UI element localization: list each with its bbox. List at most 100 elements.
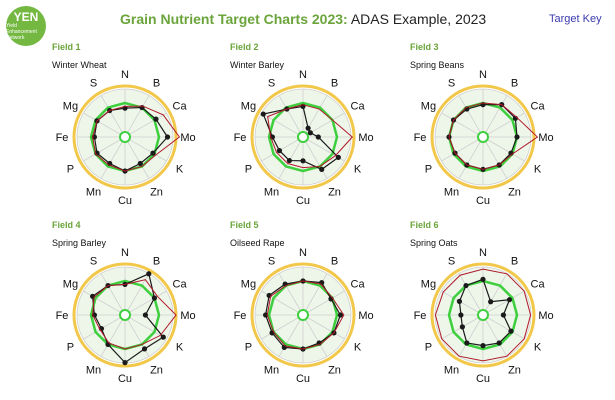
axis-spoke — [302, 273, 328, 316]
outer-ring — [72, 84, 178, 190]
axis-label: Ca — [173, 279, 188, 291]
axis-label: K — [176, 164, 184, 176]
data-point — [105, 341, 111, 348]
chart-panel: Field 1 Winter Wheat N B Ca Mo K Zn Cu Mn P Fe Mg S — [52, 42, 232, 212]
axis-label: Mo — [180, 132, 195, 144]
field-label: Field 6 — [410, 220, 439, 230]
data-point — [276, 148, 283, 154]
outer-ring — [250, 84, 356, 190]
data-point — [319, 166, 325, 172]
axis-spoke — [482, 136, 508, 179]
data-point — [141, 346, 148, 352]
axis-spoke — [261, 314, 304, 340]
axis-spoke — [482, 290, 525, 316]
axis-label: Cu — [476, 373, 490, 385]
axis-spoke — [458, 95, 484, 138]
axis-label: Cu — [118, 195, 132, 207]
chart-panel: Field 3 Spring Beans N B Ca Mo K Zn Cu Mn P Fe Mg S — [410, 42, 590, 212]
field-label: Field 5 — [230, 220, 259, 230]
center-marker — [297, 309, 309, 321]
axis-label: N — [299, 247, 307, 259]
radar-chart: N B Ca Mo K Zn Cu Mn P Fe Mg S — [56, 247, 196, 385]
crop-label: Oilseed Rape — [230, 238, 285, 248]
axis-label: Mg — [63, 279, 78, 291]
axis-label: P — [67, 164, 74, 176]
axis-label: S — [268, 255, 275, 267]
axis-spoke — [83, 136, 126, 162]
axis-spoke — [278, 314, 304, 357]
outer-ring — [430, 262, 536, 368]
comparison-series-line — [448, 102, 539, 170]
data-point — [480, 276, 486, 282]
axis-label: S — [268, 77, 275, 89]
page-title: Grain Nutrient Target Charts 2023: ADAS … — [120, 11, 486, 27]
data-point — [160, 334, 166, 340]
axis-label: N — [299, 69, 307, 81]
axis-label: Mg — [63, 101, 78, 113]
radar-chart: N B Ca Mo K Zn Cu Mn P Fe Mg S — [414, 69, 554, 207]
axis-label: B — [153, 255, 160, 267]
crop-label: Spring Barley — [52, 238, 107, 248]
data-point — [459, 324, 465, 330]
center-marker — [477, 309, 489, 321]
center-marker — [477, 131, 489, 143]
axis-label: P — [425, 342, 432, 354]
axis-spoke — [100, 273, 126, 316]
axis-spoke — [124, 95, 150, 138]
radar-chart: N B Ca Mo K Zn Cu Mn P Fe Mg S — [414, 247, 554, 385]
axis-spoke — [100, 314, 126, 357]
axis-label: P — [245, 164, 252, 176]
axis-label: S — [90, 77, 97, 89]
axis-label: K — [354, 164, 362, 176]
axis-label: Fe — [234, 132, 247, 144]
axis-label: Cu — [296, 195, 310, 207]
comparison-series-line — [434, 268, 532, 362]
axis-label: K — [534, 164, 542, 176]
axis-label: Mo — [180, 310, 195, 322]
axis-label: Zn — [150, 365, 163, 377]
axis-label: K — [534, 342, 542, 354]
center-marker — [119, 309, 131, 321]
axis-label: B — [331, 255, 338, 267]
axis-label: Zn — [328, 187, 341, 199]
axis-spoke — [124, 136, 167, 162]
comparison-series-line — [92, 105, 181, 172]
axis-spoke — [441, 112, 484, 138]
axis-spoke — [83, 112, 126, 138]
data-point — [337, 312, 343, 318]
radar-chart: N B Ca Mo K Zn Cu Mn P Fe Mg S — [56, 69, 196, 207]
axis-label: K — [354, 342, 362, 354]
axis-spoke — [302, 290, 345, 316]
axis-label: Zn — [150, 187, 163, 199]
chart-panel: Field 6 Spring Oats N B Ca Mo K Zn Cu Mn P Fe Mg S — [410, 220, 590, 390]
axis-label: Fe — [234, 310, 247, 322]
data-point — [315, 134, 321, 140]
comparison-series-line — [266, 280, 345, 350]
radar-chart: N B Ca Mo K Zn Cu Mn P Fe Mg S — [234, 247, 374, 385]
axis-label: Ca — [173, 101, 188, 113]
axis-spoke — [458, 136, 484, 179]
crop-label: Spring Oats — [410, 238, 458, 248]
target-zone — [447, 279, 519, 351]
target-key-link[interactable]: Target Key — [549, 13, 602, 25]
crop-label: Winter Barley — [230, 60, 285, 70]
axis-label: Mg — [241, 279, 256, 291]
axis-label: Ca — [351, 101, 366, 113]
axis-spoke — [124, 290, 167, 316]
field-label: Field 1 — [52, 42, 81, 52]
axis-label: Mn — [444, 365, 459, 377]
crop-label: Spring Beans — [410, 60, 465, 70]
axis-label: Zn — [508, 365, 521, 377]
axis-label: Zn — [328, 365, 341, 377]
chart-panel: Field 5 Oilseed Rape N B Ca Mo K Zn Cu Mn P Fe Mg S — [230, 220, 410, 390]
data-point — [137, 160, 143, 167]
field-label: Field 2 — [230, 42, 259, 52]
axis-spoke — [302, 314, 345, 340]
chart-panel: Field 2 Winter Barley N B Ca Mo K Zn Cu Mn P Fe Mg S — [230, 42, 410, 212]
axis-label: P — [245, 342, 252, 354]
axis-label: Mn — [86, 187, 101, 199]
axis-label: Ca — [351, 279, 366, 291]
data-point — [463, 282, 469, 289]
axis-spoke — [100, 136, 126, 179]
title-main: Grain Nutrient Target Charts 2023: — [120, 11, 348, 27]
